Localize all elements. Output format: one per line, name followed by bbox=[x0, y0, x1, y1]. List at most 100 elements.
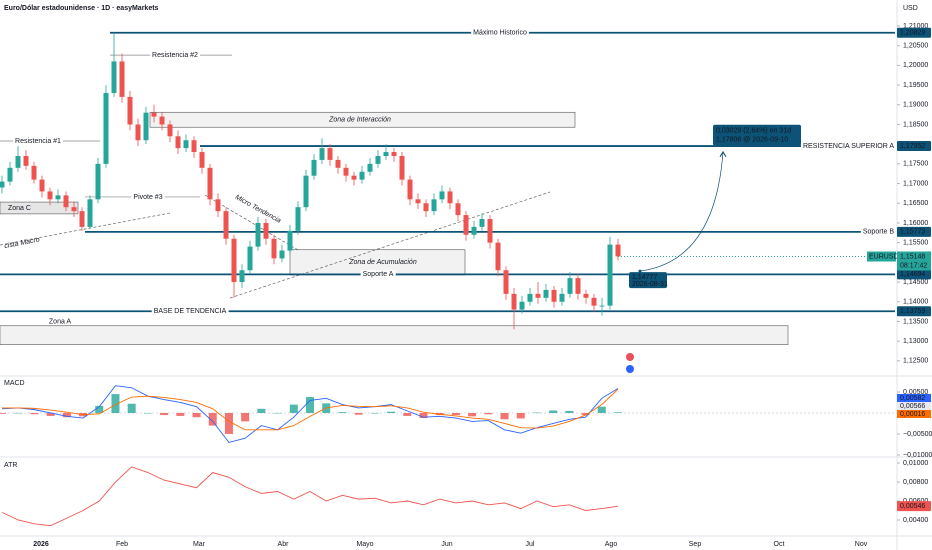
projection-arrow bbox=[639, 151, 724, 272]
candle-body bbox=[87, 199, 93, 227]
price-flag-label: 0,00582 bbox=[900, 395, 925, 402]
candle-body bbox=[439, 191, 445, 200]
histogram-bar bbox=[192, 412, 201, 418]
price-flag-label: 0,00566 bbox=[900, 403, 925, 410]
candle-body bbox=[207, 167, 213, 200]
projection-box bbox=[629, 272, 667, 289]
candle-body bbox=[599, 305, 605, 307]
candle-body bbox=[447, 191, 453, 204]
x-tick-label: 2026 bbox=[33, 541, 49, 548]
event-icon bbox=[626, 365, 634, 373]
y-tick-label: 1,17500 bbox=[903, 161, 928, 168]
histogram-bar bbox=[160, 412, 169, 416]
level-label-bg bbox=[151, 307, 229, 317]
y-tick-label: 1,18500 bbox=[903, 121, 928, 128]
candle-body bbox=[255, 222, 261, 247]
histogram-bar bbox=[500, 412, 509, 420]
candle-body bbox=[95, 163, 101, 200]
y-tick-label: 1,15500 bbox=[903, 239, 928, 246]
trend-line bbox=[0, 212, 171, 246]
histogram-bar bbox=[370, 412, 379, 414]
currency: USD bbox=[903, 5, 918, 12]
candle-body bbox=[503, 270, 509, 294]
candle-body bbox=[47, 191, 53, 200]
histogram-bar bbox=[30, 412, 39, 415]
y-tick-label: 0,00800 bbox=[903, 479, 928, 486]
candle-body bbox=[111, 61, 117, 93]
level-label: RESISTENCIA SUPERIOR A bbox=[803, 143, 894, 150]
x-tick-label: Oct bbox=[774, 541, 785, 548]
candle-body bbox=[519, 301, 525, 310]
candle-body bbox=[223, 211, 229, 239]
histogram-bar bbox=[516, 412, 525, 419]
candle-body bbox=[495, 242, 501, 271]
histogram-bar bbox=[387, 411, 396, 413]
candle-body bbox=[127, 96, 133, 125]
candle-body bbox=[575, 278, 581, 294]
projection-box bbox=[713, 124, 801, 146]
y-tick-label: 0,01000 bbox=[903, 460, 928, 467]
macd-line bbox=[1, 385, 619, 443]
candle-body bbox=[487, 219, 493, 243]
candle-body bbox=[359, 171, 365, 180]
histogram-bar bbox=[403, 412, 412, 416]
pane-title: MACD bbox=[4, 380, 25, 387]
price-flag bbox=[897, 501, 931, 512]
price-flag-label: 0,00546 bbox=[900, 503, 925, 510]
candle-body bbox=[471, 226, 477, 235]
candle-body bbox=[423, 203, 429, 212]
y-tick-label: 1,20500 bbox=[903, 43, 928, 50]
candle-body bbox=[351, 175, 357, 180]
histogram-bar bbox=[62, 412, 71, 418]
histogram-bar bbox=[14, 412, 23, 414]
candle-body bbox=[23, 155, 29, 166]
candle-body bbox=[119, 61, 125, 97]
candle-body bbox=[143, 112, 149, 141]
price-flag-label: 1,14694 bbox=[900, 271, 925, 278]
candle-body bbox=[263, 222, 269, 239]
price-flag bbox=[897, 306, 931, 317]
symbol-box bbox=[867, 251, 896, 262]
zone bbox=[149, 111, 576, 128]
x-tick-label: Nov bbox=[855, 541, 868, 548]
trend-line bbox=[204, 194, 299, 251]
candle-body bbox=[71, 207, 77, 212]
histogram-bar bbox=[614, 412, 622, 413]
candle-body bbox=[55, 195, 61, 200]
x-tick-label: Feb bbox=[116, 541, 128, 548]
candle-body bbox=[215, 199, 221, 212]
zone-label: Zona A bbox=[49, 319, 72, 326]
candle-body bbox=[167, 124, 173, 137]
candle-body bbox=[607, 244, 613, 306]
price-flag bbox=[897, 226, 931, 237]
histogram-bar bbox=[208, 412, 217, 426]
histogram-bar bbox=[354, 412, 363, 415]
candle-body bbox=[159, 116, 165, 125]
price-flag-label: 1,15773 bbox=[900, 229, 925, 236]
level-label: Resistencia #2 bbox=[152, 52, 198, 59]
chart-title: Euro/Dólar estadounidense · 1D · easyMar… bbox=[4, 5, 159, 12]
price-flag bbox=[897, 251, 931, 271]
y-tick-label: 0,00500 bbox=[903, 389, 928, 396]
y-tick-label: 1,20000 bbox=[903, 62, 928, 69]
level-label-bg bbox=[360, 270, 396, 280]
level-label-bg bbox=[471, 28, 529, 38]
histogram-bar bbox=[306, 397, 314, 413]
candle-body bbox=[303, 175, 309, 208]
zone bbox=[0, 325, 789, 345]
histogram-bar bbox=[241, 412, 250, 422]
candle-body bbox=[527, 293, 533, 302]
candle-body bbox=[463, 215, 469, 235]
price-flag bbox=[897, 394, 931, 402]
candle-body bbox=[327, 148, 333, 160]
candle-body bbox=[0, 181, 5, 188]
histogram-bar bbox=[143, 412, 152, 414]
candle-body bbox=[191, 140, 197, 153]
signal bbox=[2, 388, 619, 431]
histogram-bar bbox=[95, 405, 104, 413]
histogram-bar bbox=[289, 404, 298, 413]
projection-change: 0,03029 (2,64%) en 31d bbox=[716, 128, 791, 135]
x-tick-label: Mayo bbox=[356, 541, 373, 548]
atr-line bbox=[1, 466, 619, 527]
